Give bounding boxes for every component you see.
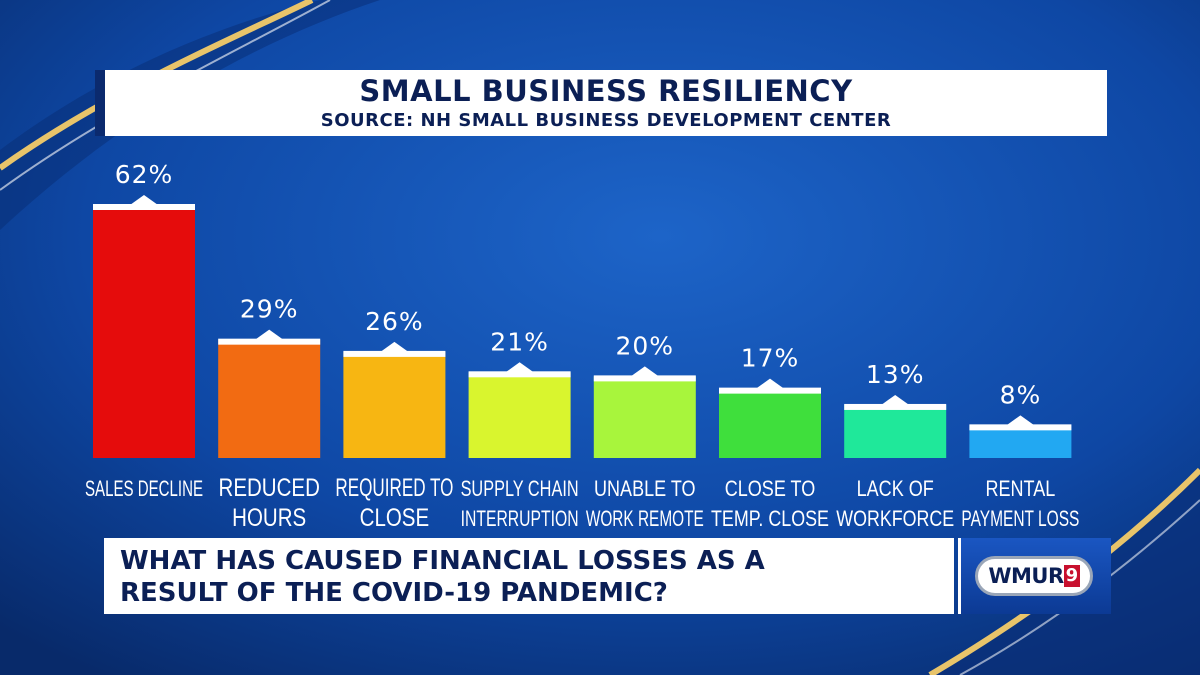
- category-label: UNABLE TO: [594, 477, 696, 501]
- logo-number: 9: [1063, 565, 1080, 587]
- bar: [93, 205, 195, 458]
- bar-cap: [218, 338, 321, 345]
- bar-cap: [468, 371, 571, 378]
- bar: [343, 351, 446, 458]
- data-label: 13%: [866, 360, 925, 389]
- category-label: SALES DECLINE: [85, 476, 203, 501]
- bar: [719, 388, 821, 458]
- bar: [593, 376, 696, 458]
- category-label: LACK OF: [857, 477, 934, 501]
- category-label: REDUCED: [219, 473, 320, 501]
- chart-source: SOURCE: NH SMALL BUSINESS DEVELOPMENT CE…: [320, 110, 892, 131]
- bar-cap: [343, 350, 446, 357]
- question-line-1: WHAT HAS CAUSED FINANCIAL LOSSES AS A: [120, 546, 765, 576]
- data-label: 17%: [741, 344, 800, 373]
- station-logo-box: WMUR 9: [958, 538, 1111, 614]
- bar-pointer: [380, 341, 409, 352]
- data-label: 20%: [616, 331, 675, 360]
- category-label: CLOSE: [360, 503, 429, 531]
- category-label: SUPPLY CHAIN: [461, 477, 579, 502]
- bar-cap: [593, 375, 696, 382]
- category-label: HOURS: [232, 503, 306, 531]
- bar-pointer: [130, 195, 158, 205]
- bar: [969, 425, 1072, 458]
- bar-pointer: [1006, 415, 1035, 426]
- bar-cap: [969, 424, 1072, 431]
- title-box: SMALL BUSINESS RESILIENCY SOURCE: NH SMA…: [95, 70, 1107, 136]
- bar-cap: [844, 403, 947, 410]
- category-label: WORKFORCE: [836, 507, 954, 531]
- data-label: 8%: [1000, 380, 1042, 409]
- category-label: TEMP. CLOSE: [711, 507, 829, 531]
- data-label: 21%: [490, 327, 549, 356]
- category-label: RENTAL: [985, 477, 1055, 501]
- logo-text: WMUR: [988, 564, 1064, 588]
- chart-title: SMALL BUSINESS RESILIENCY: [359, 74, 853, 108]
- data-label: 26%: [365, 307, 424, 336]
- bar-pointer: [255, 329, 284, 340]
- bar: [468, 372, 571, 458]
- bar-cap: [719, 387, 821, 394]
- category-label: CLOSE TO: [725, 477, 816, 501]
- category-label: PAYMENT LOSS: [961, 508, 1079, 532]
- question-line-2: RESULT OF THE COVID-19 PANDEMIC?: [120, 578, 668, 608]
- data-label: 62%: [115, 160, 174, 189]
- bar-cap: [93, 204, 195, 210]
- bar-pointer: [881, 394, 910, 405]
- bar-pointer: [630, 366, 659, 377]
- station-logo: WMUR 9: [975, 556, 1093, 596]
- bar: [844, 404, 947, 458]
- bar: [218, 339, 321, 458]
- category-label: INTERRUPTION: [461, 508, 579, 532]
- category-label: WORK REMOTE: [586, 507, 704, 531]
- data-label: 29%: [240, 295, 299, 324]
- category-label: REQUIRED TO: [335, 474, 453, 502]
- question-banner: WHAT HAS CAUSED FINANCIAL LOSSES AS A RE…: [104, 538, 954, 614]
- bar-pointer: [505, 362, 534, 373]
- bar-pointer: [756, 378, 784, 389]
